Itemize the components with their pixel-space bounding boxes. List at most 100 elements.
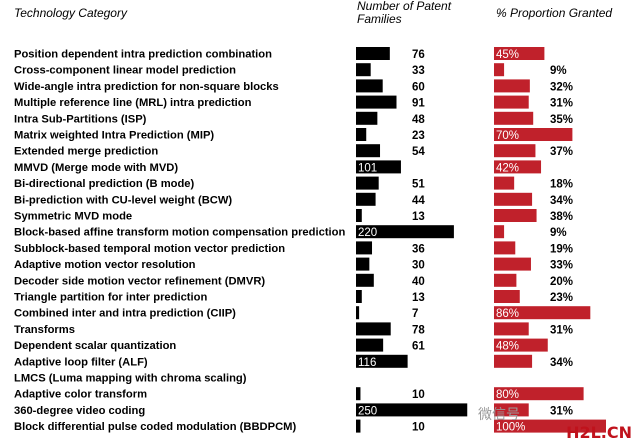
patent-value-label: 13 bbox=[412, 292, 425, 304]
granted-bar bbox=[494, 257, 531, 271]
granted-value-label: 32% bbox=[550, 81, 573, 93]
patent-bar bbox=[356, 338, 384, 352]
patent-bar bbox=[356, 322, 391, 336]
granted-value-label: 100% bbox=[496, 422, 525, 434]
granted-value-label: 34% bbox=[550, 357, 573, 369]
granted-value-label: 38% bbox=[550, 211, 573, 223]
patent-value-label: 44 bbox=[412, 195, 425, 207]
patent-bar bbox=[356, 209, 362, 222]
granted-bar bbox=[494, 322, 529, 336]
patent-bar bbox=[356, 241, 373, 255]
patent-value-label: 61 bbox=[412, 341, 425, 353]
patent-value-label: 10 bbox=[412, 389, 425, 401]
granted-value-label: 23% bbox=[550, 292, 573, 304]
category-label: Bi-prediction with CU-level weight (BCW) bbox=[14, 194, 232, 206]
category-label: Decoder side motion vector refinement (D… bbox=[14, 275, 265, 287]
category-label: Adaptive motion vector resolution bbox=[14, 259, 196, 271]
category-label: Combined inter and intra prediction (CII… bbox=[14, 308, 236, 320]
category-label: LMCS (Luma mapping with chroma scaling) bbox=[14, 373, 247, 385]
granted-bar bbox=[494, 144, 536, 158]
patent-bar bbox=[356, 419, 361, 433]
category-label: Multiple reference line (MRL) intra pred… bbox=[14, 97, 252, 109]
patent-bar bbox=[356, 160, 401, 174]
granted-column-header: % Proportion Granted bbox=[496, 6, 613, 20]
granted-value-label: 31% bbox=[550, 98, 573, 110]
patent-value-label: 54 bbox=[412, 146, 425, 158]
granted-bar bbox=[494, 128, 573, 141]
granted-bar bbox=[494, 273, 517, 287]
granted-value-label: 86% bbox=[496, 308, 519, 320]
granted-bar bbox=[494, 387, 584, 401]
granted-bar bbox=[494, 338, 548, 352]
granted-value-label: 31% bbox=[550, 405, 573, 417]
patent-value-label: 48 bbox=[412, 114, 425, 126]
patent-value-label: 13 bbox=[412, 211, 425, 223]
granted-value-label: 31% bbox=[550, 324, 573, 336]
category-label: Position dependent intra prediction comb… bbox=[14, 49, 272, 61]
granted-bar bbox=[494, 354, 533, 368]
granted-bar bbox=[494, 209, 537, 222]
category-label: 360-degree video coding bbox=[14, 405, 145, 417]
patent-bar bbox=[356, 192, 376, 206]
granted-bar bbox=[494, 192, 533, 206]
category-label: Adaptive color transform bbox=[14, 389, 147, 401]
patent-value-label: 76 bbox=[412, 49, 425, 61]
category-label: Extended merge prediction bbox=[14, 146, 158, 158]
granted-value-label: 37% bbox=[550, 146, 573, 158]
granted-bar bbox=[494, 306, 591, 320]
patent-value-label: 51 bbox=[412, 179, 425, 191]
patent-bar bbox=[356, 144, 381, 158]
patent-value-label: 36 bbox=[412, 243, 425, 255]
patent-value-label: 116 bbox=[358, 357, 376, 369]
category-label: Subblock-based temporal motion vector pr… bbox=[14, 243, 285, 255]
category-label: Cross-component linear model prediction bbox=[14, 65, 236, 77]
granted-bar bbox=[494, 95, 529, 109]
patent-bar bbox=[356, 47, 390, 60]
granted-value-label: 34% bbox=[550, 195, 573, 207]
patent-value-label: 101 bbox=[358, 162, 377, 174]
patent-value-label: 78 bbox=[412, 324, 425, 336]
category-label: MMVD (Merge mode with MVD) bbox=[14, 162, 178, 174]
granted-value-label: 18% bbox=[550, 179, 573, 191]
granted-value-label: 42% bbox=[496, 162, 519, 174]
granted-bar bbox=[494, 403, 529, 417]
granted-value-label: 70% bbox=[496, 130, 519, 142]
patent-value-label: 91 bbox=[412, 98, 425, 110]
patent-bar bbox=[356, 387, 361, 401]
patent-bar bbox=[356, 290, 362, 303]
patent-value-label: 30 bbox=[412, 260, 425, 272]
category-label: Block-based affine transform motion comp… bbox=[14, 227, 345, 239]
patent-bar bbox=[356, 111, 378, 125]
granted-bar bbox=[494, 290, 520, 303]
category-label: Adaptive loop filter (ALF) bbox=[14, 356, 148, 368]
patent-bar bbox=[356, 63, 371, 77]
category-label: Block differential pulse coded modulatio… bbox=[14, 421, 296, 433]
category-label: Transforms bbox=[14, 324, 75, 336]
granted-value-label: 19% bbox=[550, 243, 573, 255]
granted-value-label: 45% bbox=[496, 49, 519, 61]
granted-bar bbox=[494, 160, 542, 174]
granted-value-label: 9% bbox=[550, 65, 567, 77]
patent-bar bbox=[356, 95, 397, 109]
granted-bar bbox=[494, 47, 545, 60]
category-label: Symmetric MVD mode bbox=[14, 211, 132, 223]
category-label: Dependent scalar quantization bbox=[14, 340, 176, 352]
patent-bar bbox=[356, 176, 379, 190]
granted-value-label: 9% bbox=[550, 227, 567, 239]
patent-families-column-header: Number of Patent Families bbox=[357, 0, 452, 26]
patent-value-label: 7 bbox=[412, 308, 418, 320]
patent-bar bbox=[356, 273, 374, 287]
wechat-watermark: 微信号 bbox=[478, 407, 520, 423]
patent-value-label: 40 bbox=[412, 276, 425, 288]
patent-bar bbox=[356, 225, 454, 239]
patent-value-label: 10 bbox=[412, 422, 425, 434]
granted-bar bbox=[494, 241, 516, 255]
patent-value-label: 33 bbox=[412, 65, 425, 77]
granted-bar bbox=[494, 176, 515, 190]
category-label: Wide-angle intra prediction for non-squa… bbox=[14, 81, 279, 93]
granted-value-label: 35% bbox=[550, 114, 573, 126]
granted-value-label: 80% bbox=[496, 389, 519, 401]
granted-value-label: 20% bbox=[550, 276, 573, 288]
granted-bar bbox=[494, 79, 530, 93]
